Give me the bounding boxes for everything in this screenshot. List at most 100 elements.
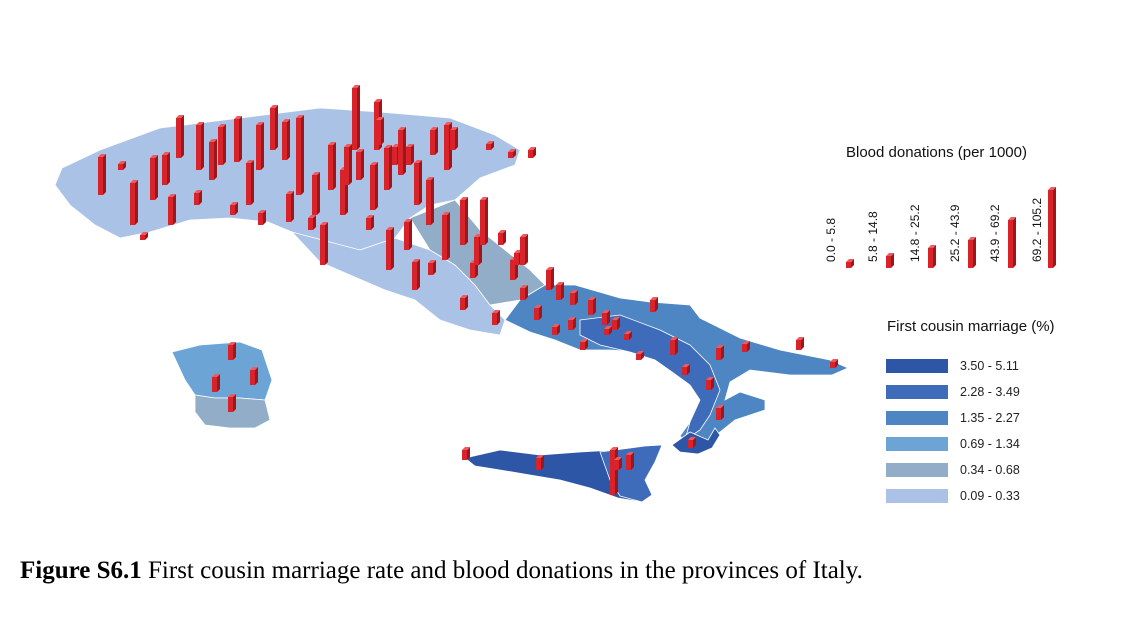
province-bar-87 [742,341,750,352]
province-bar-34 [376,117,384,145]
province-bar-6 [162,152,170,185]
province-bar-69 [568,317,576,330]
province-bar-11 [209,139,217,180]
province-bar-61 [520,285,528,300]
legend-item-2: 2.28 - 3.49 [886,379,1020,405]
caption-text: First cousin marriage rate and blood don… [141,557,863,584]
province-bar-51 [462,447,470,460]
province-bar-5 [150,155,158,200]
province-bar-16 [256,122,264,170]
legend-label-1: 3.50 - 5.11 [960,359,1019,373]
legend-label-4: 0.69 - 1.34 [960,437,1020,451]
province-bar-88 [796,337,804,350]
province-bar-36 [386,227,394,270]
province-bar-19 [282,119,290,160]
blood-legend-bar-4 [968,237,976,268]
province-bar-58 [508,149,516,158]
province-bar-40 [406,144,414,165]
legend-item-5: 0.34 - 0.68 [886,457,1020,483]
legend-label-2: 2.28 - 3.49 [960,385,1020,399]
province-bar-75 [610,447,618,495]
legend-item-1: 3.50 - 5.11 [886,353,1020,379]
province-bar-48 [450,127,458,150]
province-bar-79 [626,452,634,470]
legend-swatch-2 [886,385,948,399]
legend-label-6: 0.09 - 0.33 [960,489,1020,503]
province-bar-63 [528,147,536,158]
province-bar-49 [460,197,468,245]
province-bar-68 [556,282,564,300]
province-bar-4 [140,232,148,240]
blood-legend-bar-5 [1008,217,1016,268]
province-bar-8 [176,115,184,158]
legend-swatch-5 [886,463,948,477]
province-bar-70 [570,290,578,305]
province-bar-12 [218,124,226,165]
province-bar-46 [442,212,450,260]
province-bar-26 [328,142,336,190]
blood-donation-bars [98,85,838,495]
blood-legend-bar-3 [928,245,936,268]
blood-legend-label-3: 14.8 - 25.2 [908,204,922,262]
blood-legend-label-2: 5.8 - 14.8 [866,211,880,262]
province-bar-77 [614,457,622,470]
province-bar-22 [296,115,304,160]
province-bar-35 [384,145,392,190]
province-bar-31 [366,215,374,230]
province-bar-20 [286,191,294,222]
province-bar-42 [414,160,422,205]
blood-legend-label-4: 25.2 - 43.9 [948,204,962,262]
region-south-core [579,314,721,441]
province-bar-50 [460,295,468,310]
province-bar-76 [612,317,620,330]
province-bar-62 [520,234,528,265]
province-bar-3 [130,180,138,225]
province-bar-91 [212,374,220,392]
blood-legend-bars [846,187,1056,268]
province-bar-89 [830,359,838,368]
province-bar-85 [716,405,724,420]
province-bar-38 [398,127,406,175]
legend-swatch-4 [886,437,948,451]
province-bar-74 [604,326,612,335]
province-bar-41 [412,259,420,290]
legend-item-6: 0.09 - 0.33 [886,483,1020,509]
province-bar-1 [98,154,106,195]
blood-legend-bar-1 [846,259,854,268]
blood-legend-label-1: 0.0 - 5.8 [824,218,838,262]
province-bar-44 [428,260,436,275]
legend-swatch-1 [886,359,948,373]
province-bar-17 [258,210,266,225]
province-bar-65 [536,455,544,470]
province-bar-81 [650,297,658,312]
province-bar-57 [498,230,506,245]
blood-legend-labels: 0.0 - 5.8 5.8 - 14.8 14.8 - 25.2 25.2 - 43.… [824,198,1044,262]
province-bar-29 [352,85,360,150]
province-bar-93 [228,394,236,412]
province-bar-84 [706,377,714,390]
province-bar-24 [312,172,320,215]
legend-swatch-3 [886,411,948,425]
province-bar-82 [670,337,678,355]
province-bar-9 [194,190,202,205]
blood-legend-bar-6 [1048,187,1056,268]
province-bar-14 [234,116,242,162]
province-bar-94 [688,437,696,448]
province-bar-64 [534,305,542,320]
legend-item-3: 1.35 - 2.27 [886,405,1020,431]
figure-caption: Figure S6.1 First cousin marriage rate a… [20,557,863,585]
province-bar-90 [228,342,236,360]
blood-legend-label-6: 69.2 - 105.2 [1030,198,1044,262]
province-bar-43 [426,177,434,225]
marriage-legend: 3.50 - 5.11 2.28 - 3.49 1.35 - 2.27 0.69… [886,353,1020,509]
province-bar-54 [486,141,494,150]
blood-legend-title: Blood donations (per 1000) [846,144,1027,161]
province-bar-39 [404,219,412,250]
province-bar-72 [588,297,596,315]
province-bar-92 [250,367,258,385]
province-bar-25 [320,222,328,265]
province-bar-10 [196,122,204,170]
province-bar-15 [246,160,254,205]
province-bar-86 [716,345,724,360]
